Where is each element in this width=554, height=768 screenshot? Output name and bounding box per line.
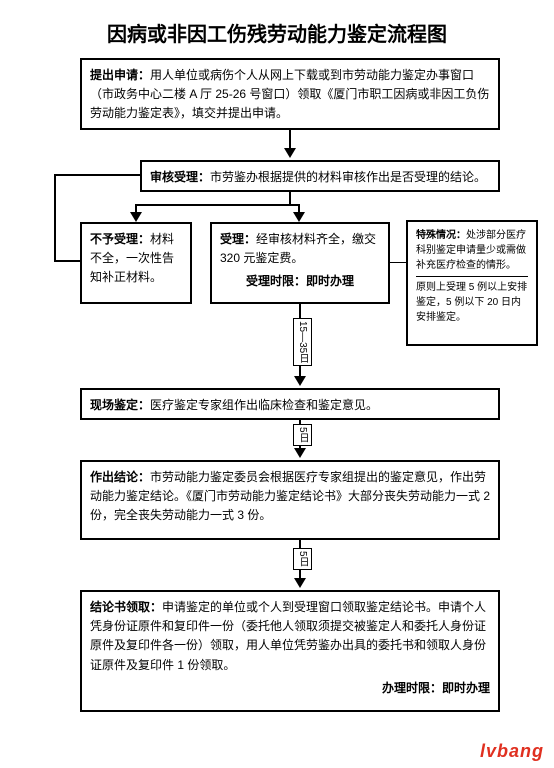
accept-deadline: 即时办理 [306, 274, 354, 288]
line-split-h [135, 204, 300, 206]
collect-deadline: 即时办理 [442, 681, 490, 695]
box-onsite: 现场鉴定：医疗鉴定专家组作出临床检查和鉴定意见。 [80, 388, 500, 420]
box-collect: 结论书领取：申请鉴定的单位或个人到受理窗口领取鉴定结论书。申请个人凭身份证原件和… [80, 590, 500, 712]
review-label: 审核受理： [150, 170, 210, 184]
accept-label: 受理： [220, 232, 256, 246]
collect-deadline-label: 办理时限： [382, 681, 442, 695]
arrow-5-label: 5日 [293, 548, 312, 570]
onsite-text: 医疗鉴定专家组作出临床检查和鉴定意见。 [150, 398, 378, 412]
submit-text: 用人单位或病伤个人从网上下载或到市劳动能力鉴定办事窗口（市政务中心二楼 A 厅 … [90, 68, 489, 120]
special-label: 特殊情况： [416, 230, 466, 241]
arrow-3-label: 15—35日 [293, 318, 312, 366]
box-reject: 不予受理：材料不全，一次性告知补正材料。 [80, 222, 192, 304]
feedback-v1 [54, 174, 56, 262]
arrow-1 [284, 148, 296, 158]
callout-line [390, 262, 406, 263]
line-split-v [289, 192, 291, 204]
box-conclude: 作出结论：市劳动能力鉴定委员会根据医疗专家组提出的鉴定意见，作出劳动能力鉴定结论… [80, 460, 500, 540]
feedback-h1 [54, 174, 140, 176]
accept-deadline-label: 受理时限： [246, 274, 306, 288]
reject-label: 不予受理： [90, 232, 150, 246]
collect-label: 结论书领取： [90, 600, 162, 614]
line-1 [289, 130, 291, 150]
watermark: lvbang [480, 741, 544, 762]
arrow-3 [294, 376, 306, 386]
box-review: 审核受理：市劳鉴办根据提供的材料审核作出是否受理的结论。 [140, 160, 500, 192]
special-text2: 原则上受理 5 例以上安排鉴定，5 例以下 20 日内安排鉴定。 [416, 276, 528, 325]
arrow-accept [293, 212, 305, 222]
arrow-4 [294, 448, 306, 458]
page-title: 因病或非因工伤残劳动能力鉴定流程图 [0, 0, 554, 59]
conclude-label: 作出结论： [90, 470, 150, 484]
box-special: 特殊情况：处涉部分医疗科别鉴定申请量少或需做补充医疗检查的情形。 原则上受理 5… [406, 220, 538, 346]
box-submit: 提出申请：用人单位或病伤个人从网上下载或到市劳动能力鉴定办事窗口（市政务中心二楼… [80, 58, 500, 130]
arrow-reject [130, 212, 142, 222]
arrow-4-label: 5日 [293, 424, 312, 446]
onsite-label: 现场鉴定： [90, 398, 150, 412]
submit-label: 提出申请： [90, 68, 150, 82]
review-text: 市劳鉴办根据提供的材料审核作出是否受理的结论。 [210, 170, 486, 184]
conclude-text: 市劳动能力鉴定委员会根据医疗专家组提出的鉴定意见，作出劳动能力鉴定结论。《厦门市… [90, 470, 490, 522]
box-accept: 受理：经审核材料齐全，缴交 320 元鉴定费。 受理时限：即时办理 [210, 222, 390, 304]
feedback-h2 [54, 260, 80, 262]
arrow-5 [294, 578, 306, 588]
